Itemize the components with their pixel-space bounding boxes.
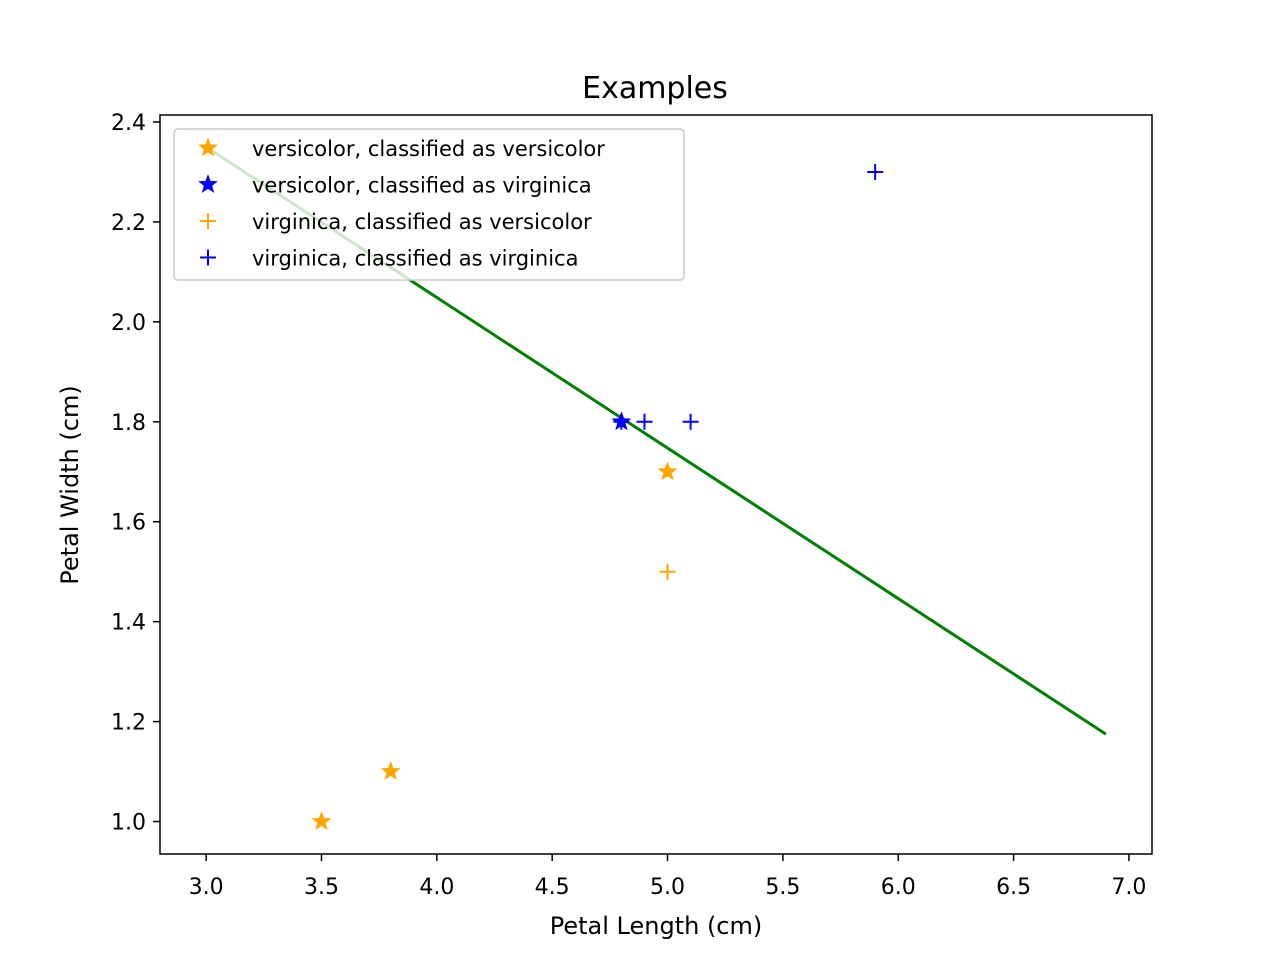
series-1-point bbox=[380, 761, 401, 780]
y-tick-label: 1.4 bbox=[111, 611, 146, 636]
x-tick-label: 4.5 bbox=[535, 875, 570, 900]
y-tick-label: 2.0 bbox=[111, 311, 146, 336]
legend-label-2: versicolor, classified as virginica bbox=[252, 174, 592, 198]
plot-frame bbox=[159, 114, 1153, 855]
series-4-point bbox=[636, 413, 653, 430]
legend-marker-3 bbox=[200, 213, 216, 229]
x-tick-label: 5.5 bbox=[765, 875, 800, 900]
legend-box bbox=[173, 128, 685, 281]
x-axis: 3.0 3.5 4.0 4.5 5.0 5.5 6.0 6.5 7.0 bbox=[189, 854, 1146, 900]
y-tick-label: 2.2 bbox=[111, 211, 146, 236]
y-axis: 1.0 1.2 1.4 1.6 1.8 2.0 2.2 2.4 bbox=[111, 111, 160, 836]
series-3-point bbox=[659, 563, 676, 580]
legend-label-1: versicolor, classified as versicolor bbox=[252, 137, 605, 161]
series-1-point bbox=[311, 811, 332, 830]
legend-marker-4 bbox=[200, 249, 216, 266]
series-1-point bbox=[657, 461, 678, 481]
legend-marker-2 bbox=[198, 174, 218, 193]
x-tick-label: 7.0 bbox=[1111, 875, 1146, 900]
y-tick-label: 1.6 bbox=[111, 511, 146, 536]
x-tick-label: 5.0 bbox=[650, 875, 685, 900]
y-axis-label: Petal Width (cm) bbox=[56, 385, 84, 584]
chart-title: Examples bbox=[582, 71, 728, 106]
x-axis-label: Petal Length (cm) bbox=[550, 912, 763, 940]
series-4-point bbox=[867, 163, 884, 180]
x-tick-label: 6.5 bbox=[996, 875, 1031, 900]
y-tick-label: 1.0 bbox=[111, 811, 146, 836]
legend-label-3: virginica, classified as versicolor bbox=[252, 210, 592, 234]
x-tick-label: 3.0 bbox=[189, 875, 224, 900]
y-tick-label: 1.2 bbox=[111, 711, 146, 736]
legend: versicolor, classified as versicolor vers… bbox=[173, 128, 685, 281]
x-tick-label: 3.5 bbox=[304, 875, 339, 900]
series-4-point bbox=[613, 413, 630, 430]
legend-marker-1 bbox=[198, 137, 218, 157]
series-4-point bbox=[682, 413, 699, 430]
x-tick-label: 4.0 bbox=[419, 875, 454, 900]
legend-label-4: virginica, classified as virginica bbox=[252, 247, 578, 271]
y-tick-label: 1.8 bbox=[111, 411, 146, 436]
y-tick-label: 2.4 bbox=[111, 111, 146, 136]
x-tick-label: 6.0 bbox=[881, 875, 916, 900]
